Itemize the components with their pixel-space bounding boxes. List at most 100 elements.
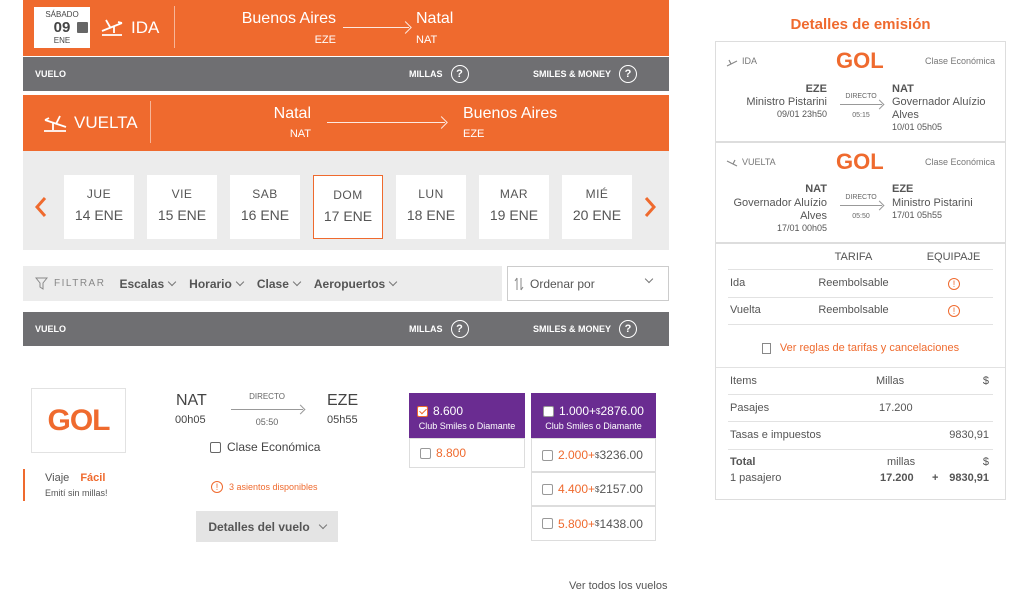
millas-club-value: 8.600 (433, 404, 464, 418)
alert-icon[interactable]: ! (948, 278, 960, 290)
millas-help-icon[interactable]: ? (450, 65, 469, 83)
alert-icon[interactable]: ! (948, 305, 960, 317)
alert-icon: ! (211, 481, 223, 493)
divider (728, 269, 993, 270)
panel-vuelta-to-name: Ministro Pistarini (892, 197, 973, 209)
date-card[interactable]: MAR 19 ENE (479, 175, 549, 239)
calendar-icon (77, 22, 88, 33)
divider (728, 421, 993, 422)
header-millas: MILLAS (409, 69, 443, 79)
vuelta-divider (150, 101, 151, 143)
divider (728, 394, 993, 395)
checkbox[interactable] (542, 518, 553, 529)
filter-label: FILTRAR (54, 278, 106, 289)
checkbox[interactable] (420, 447, 431, 459)
sm-club-option[interactable]: 1.000+ $ 2876.00 Club Smiles o Diamante (531, 393, 656, 438)
equipaje-header: EQUIPAJE (926, 251, 981, 263)
ida-day-num: 09 (53, 19, 71, 36)
date-card[interactable]: LUN 18 ENE (396, 175, 466, 239)
panel-ida-to-name1: Governador Aluízio (892, 96, 986, 108)
header-smiles-money: SMILES & MONEY (533, 69, 612, 79)
date-card[interactable]: SAB 16 ENE (230, 175, 300, 239)
millas-club-option[interactable]: 8.600 Club Smiles o Diamante (409, 393, 525, 438)
flight-duration: 05:50 (255, 417, 279, 427)
results-header-ida: VUELO MILLAS ? SMILES & MONEY ? (23, 57, 669, 91)
ida-from-city: Buenos Aires (241, 10, 336, 27)
filter-escalas[interactable]: Escalas (119, 277, 177, 291)
filter-horario[interactable]: Horario (189, 277, 245, 291)
gol-logo: GOL (47, 403, 111, 437)
fare-row-ida: Ida Reembolsable ! (728, 277, 993, 293)
checkbox[interactable] (417, 405, 428, 417)
cabin-info: Clase Económica (210, 440, 320, 454)
vuelta-route-arrow (327, 122, 445, 123)
plane-depart-icon (726, 59, 738, 67)
panel-vuelta-type: DIRECTO (845, 194, 877, 201)
panel-ida-to: NAT (892, 83, 914, 95)
millas-option[interactable]: 8.800 (409, 438, 525, 468)
date-card[interactable]: VIE 15 ENE (147, 175, 217, 239)
airline-logo-box: GOL (31, 388, 126, 453)
viaje-facil-prefix: Viaje (45, 472, 70, 484)
flight-details-label: Detalles del vuelo (208, 519, 310, 534)
panel-title: Detalles de emisión (790, 16, 931, 33)
see-all-flights-link[interactable]: Ver todos los vuelos (569, 580, 668, 592)
header-vuelo: VUELO (35, 324, 67, 334)
next-dates-icon[interactable] (643, 196, 657, 218)
filter-aeropuertos[interactable]: Aeropuertos (314, 277, 398, 291)
panel-fare-summary: TARIFA EQUIPAJE Ida Reembolsable ! Vuelt… (715, 243, 1006, 500)
checkbox[interactable] (542, 449, 553, 461)
sm-option[interactable]: 4.400+ $ 2157.00 (531, 472, 656, 506)
smiles-money-help-icon[interactable]: ? (619, 320, 638, 338)
divider (728, 297, 993, 298)
smiles-money-help-icon[interactable]: ? (619, 65, 638, 83)
sm-price: 2157.00 (599, 482, 643, 496)
ida-label: IDA (131, 18, 160, 37)
sm-miles: 2.000+ (558, 448, 596, 462)
club-label: Club Smiles o Diamante (418, 421, 516, 431)
millas-help-icon[interactable]: ? (450, 320, 469, 338)
ida-divider (174, 6, 175, 48)
filter-clase[interactable]: Clase (257, 277, 302, 291)
total-millas: 17.200 (880, 472, 914, 484)
checkbox[interactable] (542, 483, 553, 495)
panel-vuelta-label: VUELTA (742, 157, 776, 167)
seats-warning: ! 3 asientos disponibles (211, 481, 318, 493)
panel-vuelta-from-time: 17/01 00h05 (776, 223, 827, 233)
date-card[interactable]: JUE 14 ENE (64, 175, 134, 239)
items-header: Items (730, 375, 757, 387)
date-card-selected[interactable]: DOM 17 ENE (313, 175, 383, 239)
fare-rules-label: Ver reglas de tarifas y cancelaciones (779, 342, 960, 354)
flight-details-button[interactable]: Detalles del vuelo (196, 511, 338, 542)
millas-header: Millas (876, 375, 905, 387)
date-card[interactable]: MIÉ 20 ENE (562, 175, 632, 239)
funnel-icon (35, 277, 48, 290)
header-millas: MILLAS (409, 324, 443, 334)
ida-to-city: Natal (416, 10, 454, 27)
dollar-sign: $ (596, 406, 601, 416)
divider (728, 324, 993, 325)
sm-club-price: 2876.00 (600, 404, 644, 418)
vuelta-bar (23, 95, 669, 151)
chevron-down-icon (318, 520, 327, 529)
panel-ida-type: DIRECTO (845, 93, 877, 100)
date-label: 19 ENE (489, 207, 539, 223)
plane-return-icon (44, 115, 67, 132)
plane-depart-icon (101, 19, 123, 36)
chevron-down-icon (167, 277, 177, 286)
tasas-label: Tasas e impuestos (730, 429, 822, 441)
dollar-sign: $ (595, 450, 600, 460)
fare-rules-link[interactable]: Ver reglas de tarifas y cancelaciones (716, 342, 1005, 354)
seat-icon (210, 441, 221, 453)
checkbox[interactable] (543, 405, 554, 417)
ida-from-code: EZE (314, 34, 336, 46)
prev-dates-icon[interactable] (34, 196, 48, 218)
sm-option[interactable]: 2.000+ $ 3236.00 (531, 438, 656, 472)
results-header-vuelta: VUELO MILLAS ? SMILES & MONEY ? (23, 312, 669, 346)
header-sm-group: SMILES & MONEY ? (533, 320, 638, 338)
total-label: Total (730, 456, 756, 468)
sm-option[interactable]: 5.800+ $ 1438.00 (531, 506, 656, 541)
sm-miles: 4.400+ (558, 482, 596, 496)
sort-select[interactable]: Ordenar por (507, 266, 669, 301)
dollar-header: $ (982, 375, 989, 387)
